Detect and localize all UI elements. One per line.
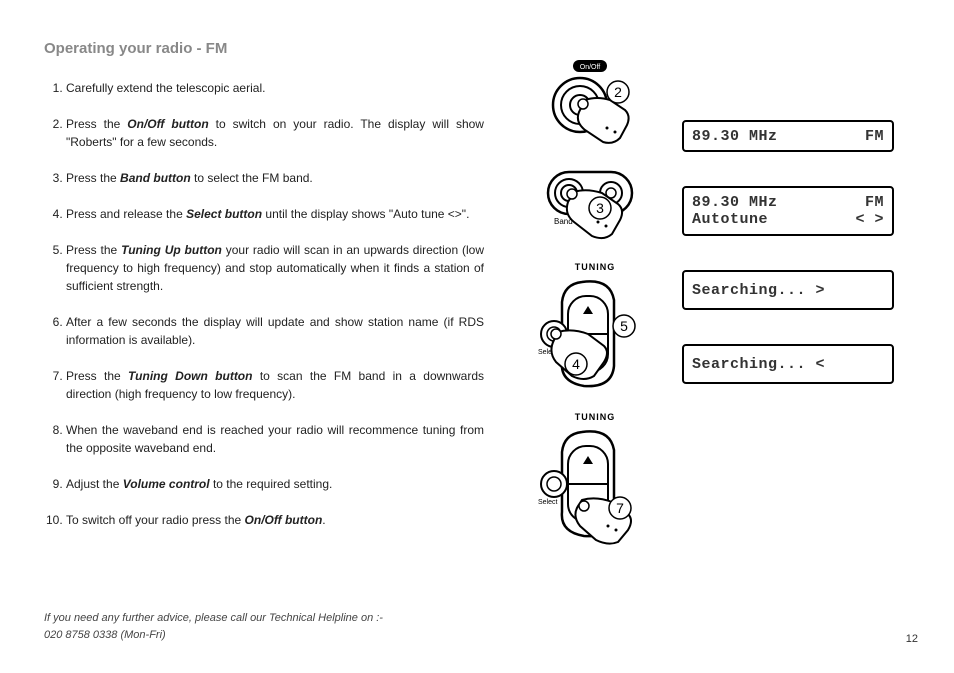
step-1: Carefully extend the telescopic aerial.	[66, 79, 484, 97]
step-text: Press the	[66, 117, 127, 131]
bold-term: Band button	[120, 171, 191, 185]
bold-term: On/Off button	[127, 117, 208, 131]
step-5: Press the Tuning Up button your radio wi…	[66, 241, 484, 295]
bold-term: Tuning Down button	[128, 369, 252, 383]
lcd-text: Searching... >	[692, 282, 825, 299]
step-3: Press the Band button to select the FM b…	[66, 169, 484, 187]
step-text: to the required setting.	[210, 477, 333, 491]
bold-term: Volume control	[123, 477, 210, 491]
tuning-label: TUNING	[530, 412, 660, 422]
step-text: Carefully extend the telescopic aerial.	[66, 81, 265, 95]
lcd-text: FM	[865, 128, 884, 145]
svg-text:3: 3	[596, 200, 604, 216]
step-text: Press the	[66, 243, 121, 257]
bold-term: Select button	[186, 207, 262, 221]
step-text: To switch off your radio press the	[66, 513, 245, 527]
diagram-tuning-up: TUNING Select 4 5	[530, 256, 660, 399]
tuning-label: TUNING	[530, 262, 660, 272]
footer-helpline: If you need any further advice, please c…	[44, 610, 383, 645]
svg-text:2: 2	[614, 84, 622, 100]
step-9: Adjust the Volume control to the require…	[66, 475, 484, 493]
tuning-icon: Select 4 5	[530, 276, 660, 396]
tuning-down-icon: Select 7	[530, 426, 660, 546]
step-text: Press the	[66, 369, 128, 383]
band-icon: Band 3	[530, 158, 660, 246]
footer-line: If you need any further advice, please c…	[44, 610, 383, 628]
lcd-display-3: Searching... >	[682, 270, 894, 310]
lcd-display-2: 89.30 MHz FM Autotune < >	[682, 186, 894, 236]
step-10: To switch off your radio press the On/Of…	[66, 511, 484, 529]
svg-text:7: 7	[616, 500, 624, 516]
lcd-text: < >	[855, 211, 884, 228]
step-2: Press the On/Off button to switch on you…	[66, 115, 484, 151]
instruction-list: Carefully extend the telescopic aerial. …	[44, 79, 484, 529]
svg-text:4: 4	[572, 356, 580, 372]
footer-line: 020 8758 0338 (Mon-Fri)	[44, 627, 383, 645]
step-7: Press the Tuning Down button to scan the…	[66, 367, 484, 403]
step-8: When the waveband end is reached your ra…	[66, 421, 484, 457]
step-text: Adjust the	[66, 477, 123, 491]
page-title: Operating your radio - FM	[44, 40, 484, 57]
lcd-text: Autotune	[692, 211, 768, 228]
step-text: Press and release the	[66, 207, 186, 221]
step-text: .	[322, 513, 325, 527]
diagram-band: Band 3	[530, 158, 660, 249]
lcd-text: FM	[865, 194, 884, 211]
lcd-display-4: Searching... <	[682, 344, 894, 384]
svg-text:5: 5	[620, 318, 628, 334]
lcd-text: 89.30 MHz	[692, 194, 778, 211]
step-text: When the waveband end is reached your ra…	[66, 423, 484, 455]
page-number: 12	[906, 633, 918, 645]
step-text: After a few seconds the display will upd…	[66, 315, 484, 347]
step-text: Press the	[66, 171, 120, 185]
lcd-text: 89.30 MHz	[692, 128, 778, 145]
svg-text:On/Off: On/Off	[580, 64, 601, 71]
diagram-tuning-down: TUNING Select 7	[530, 406, 660, 549]
bold-term: Tuning Up button	[121, 243, 222, 257]
lcd-display-1: 89.30 MHz FM	[682, 120, 894, 152]
onoff-icon: On/Off 2	[535, 60, 655, 150]
bold-term: On/Off button	[245, 513, 323, 527]
svg-text:Select: Select	[538, 499, 558, 506]
step-6: After a few seconds the display will upd…	[66, 313, 484, 349]
diagram-onoff: On/Off 2	[530, 60, 660, 153]
step-text: until the display shows "Auto tune <>".	[262, 207, 469, 221]
step-text: to select the FM band.	[191, 171, 313, 185]
lcd-text: Searching... <	[692, 356, 825, 373]
step-4: Press and release the Select button unti…	[66, 205, 484, 223]
